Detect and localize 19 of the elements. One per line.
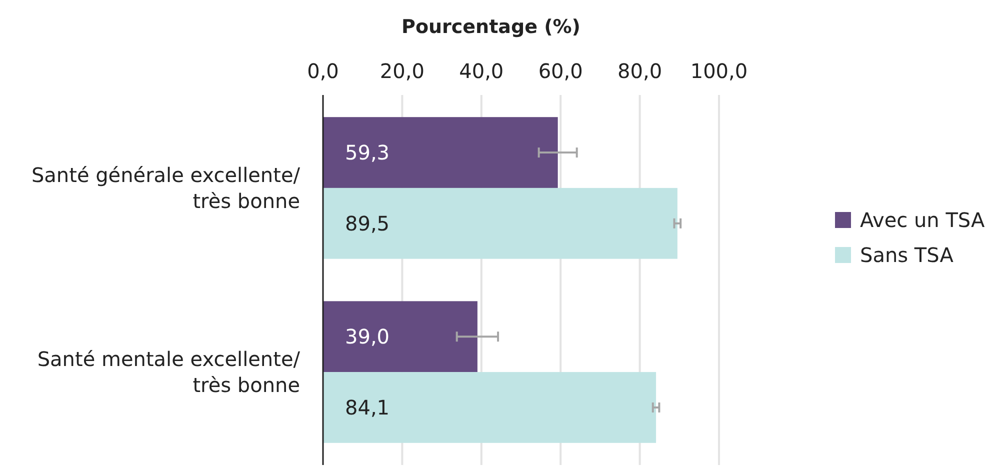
bar (323, 117, 558, 188)
x-tick-label: 80,0 (618, 59, 662, 83)
x-tick-label: 60,0 (538, 59, 583, 83)
bar (323, 188, 678, 259)
bar (323, 301, 478, 372)
data-label: 39,0 (345, 324, 390, 349)
x-tick-label: 100,0 (690, 59, 748, 83)
x-tick-label: 0,0 (307, 59, 339, 83)
legend-label: Sans TSA (860, 243, 954, 267)
y-tick-label: Santé mentale excellente/ très bonne (37, 347, 300, 398)
bar (323, 372, 656, 443)
x-tick-label: 20,0 (380, 59, 424, 83)
y-tick-label: Santé générale excellente/ très bonne (31, 162, 300, 213)
x-tick-label: 40,0 (459, 59, 504, 83)
data-label: 89,5 (345, 211, 390, 236)
data-label: 84,1 (345, 395, 390, 420)
data-label: 59,3 (345, 140, 390, 165)
legend-label: Avec un TSA (860, 208, 985, 232)
x-axis-title: Pourcentage (%) (402, 16, 580, 38)
